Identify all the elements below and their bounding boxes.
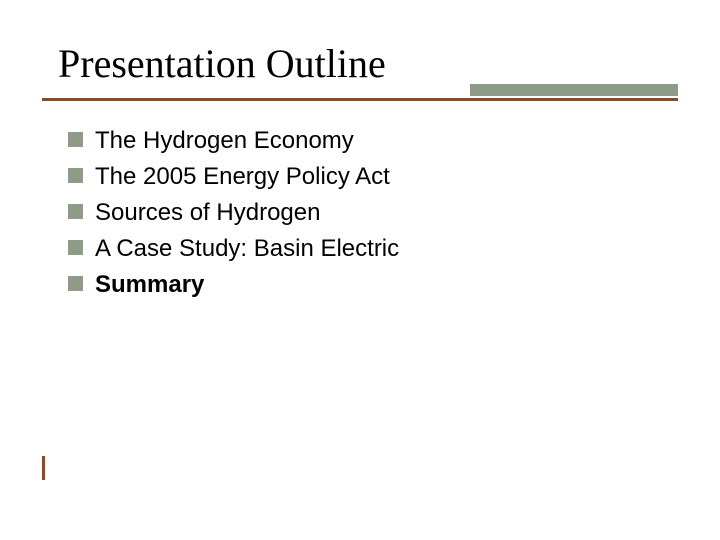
rule-accent-block [470, 84, 678, 96]
list-item-text: The 2005 Energy Policy Act [95, 162, 390, 192]
list-item: Sources of Hydrogen [68, 198, 660, 228]
square-bullet-icon [68, 276, 83, 291]
list-item-text: A Case Study: Basin Electric [95, 234, 399, 264]
list-item: The Hydrogen Economy [68, 126, 660, 156]
outline-list: The Hydrogen Economy The 2005 Energy Pol… [68, 126, 660, 306]
list-item: The 2005 Energy Policy Act [68, 162, 660, 192]
left-edge-tick [42, 456, 45, 480]
square-bullet-icon [68, 240, 83, 255]
square-bullet-icon [68, 132, 83, 147]
list-item-text: The Hydrogen Economy [95, 126, 354, 156]
list-item: A Case Study: Basin Electric [68, 234, 660, 264]
slide-title: Presentation Outline [58, 40, 386, 87]
list-item-text: Summary [95, 270, 204, 300]
square-bullet-icon [68, 168, 83, 183]
title-rule [42, 98, 678, 101]
list-item: Summary [68, 270, 660, 300]
square-bullet-icon [68, 204, 83, 219]
rule-main-line [42, 98, 678, 101]
list-item-text: Sources of Hydrogen [95, 198, 320, 228]
slide: Presentation Outline The Hydrogen Econom… [0, 0, 720, 540]
